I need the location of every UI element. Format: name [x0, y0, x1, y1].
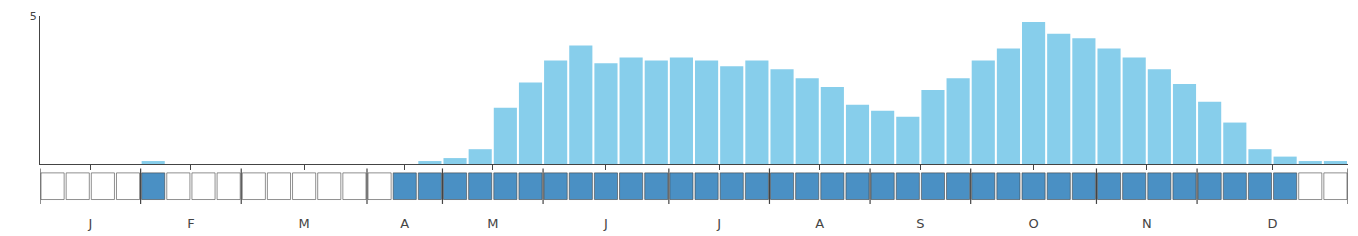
svg-text:F: F — [187, 216, 194, 231]
svg-text:J: J — [87, 216, 92, 231]
svg-text:O: O — [1028, 216, 1038, 231]
svg-text:A: A — [815, 216, 824, 231]
svg-text:J: J — [716, 216, 721, 231]
svg-text:M: M — [299, 216, 310, 231]
svg-text:S: S — [916, 216, 924, 231]
svg-text:J: J — [603, 216, 608, 231]
svg-text:M: M — [487, 216, 498, 231]
svg-text:N: N — [1142, 216, 1152, 231]
svg-text:D: D — [1268, 216, 1278, 231]
svg-text:5: 5 — [30, 10, 37, 23]
svg-text:A: A — [400, 216, 409, 231]
